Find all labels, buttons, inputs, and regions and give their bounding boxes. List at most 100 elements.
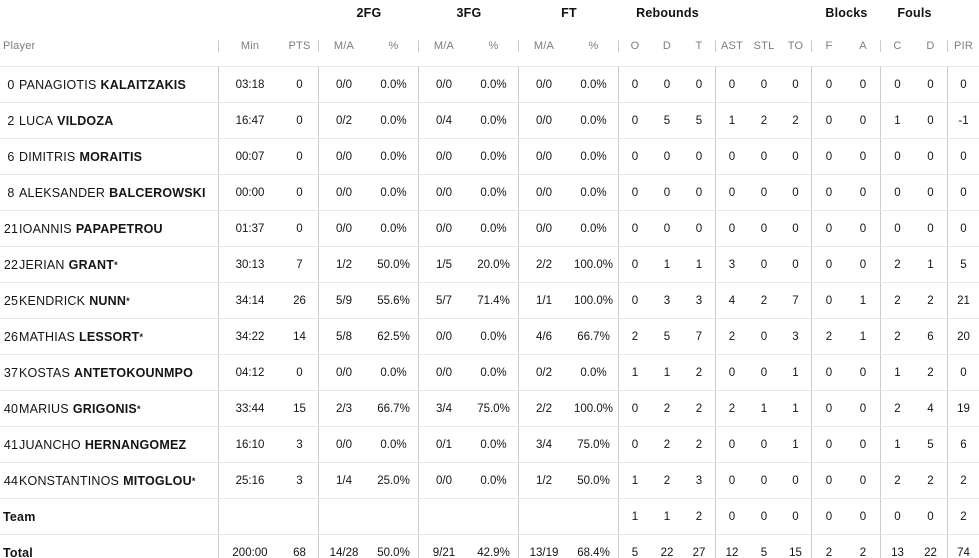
cell-foul-d: 0 [914, 211, 948, 246]
cell-reb-t: 3 [683, 283, 716, 318]
cell-ast: 2 [728, 330, 736, 343]
cell-blk-f: 0 [825, 222, 833, 235]
column-header-ft-ma: M/A [533, 40, 555, 52]
cell-fg2-pct: 50.0% [369, 535, 419, 558]
cell-reb-o: 0 [631, 186, 639, 199]
group-header-3fg: 3FG [456, 6, 482, 20]
cell-foul-d: 2 [914, 463, 948, 498]
cell-foul-d: 0 [914, 103, 948, 138]
cell-reb-o: 0 [631, 294, 639, 307]
cell-min: 03:18 [235, 78, 265, 91]
cell-to: 0 [780, 463, 812, 498]
column-header-stl: STL [753, 40, 775, 52]
jersey-number: 26 [3, 329, 19, 344]
cell-blk-a: 0 [846, 103, 881, 138]
cell-reb-t: 27 [683, 535, 716, 558]
player-name-cell[interactable]: 6 DIMITRIS MORAITIS [0, 139, 219, 174]
cell-ft-ma: 0/0 [536, 186, 552, 199]
player-first-name: JERIAN [19, 257, 65, 272]
cell-min: 04:12 [235, 366, 265, 379]
player-name-cell[interactable]: 26 MATHIAS LESSORT * [0, 319, 219, 354]
player-name-cell[interactable]: 40 MARIUS GRIGONIS * [0, 391, 219, 426]
cell-foul-d: 0 [914, 175, 948, 210]
player-name-cell[interactable]: 22 JERIAN GRANT * [0, 247, 219, 282]
cell-ast: 12 [725, 546, 739, 558]
cell-reb-o: 1 [631, 510, 639, 523]
cell-fg2-ma: 0/0 [336, 366, 352, 379]
player-name-cell[interactable]: 41 JUANCHO HERNANGOMEZ [0, 427, 219, 462]
team-label: Team [0, 499, 219, 534]
team-row: Team 1 1 2 0 0 0 0 0 0 0 2 [0, 499, 979, 535]
cell-stl: 1 [760, 402, 768, 415]
cell-fg3-pct: 0.0% [469, 355, 519, 390]
cell-fg3-pct: 42.9% [469, 535, 519, 558]
player-name-cell[interactable]: 44 KONSTANTINOS MITOGLOU * [0, 463, 219, 498]
cell-to: 3 [780, 319, 812, 354]
cell-pir: 19 [957, 402, 970, 415]
cell-pts: 26 [281, 283, 319, 318]
cell-stl: 0 [760, 510, 768, 523]
player-name-cell[interactable]: 8 ALEKSANDER BALCEROWSKI [0, 175, 219, 210]
cell-to: 0 [780, 175, 812, 210]
cell-blk-a: 0 [846, 499, 881, 534]
cell-fg2-pct: 0.0% [369, 427, 419, 462]
column-header-pts: PTS [281, 40, 319, 52]
column-header-foul-c: C [893, 40, 902, 52]
cell-to: 0 [780, 499, 812, 534]
jersey-number: 44 [3, 473, 19, 488]
player-last-name: MORAITIS [79, 149, 143, 164]
cell-reb-o: 5 [631, 546, 639, 558]
player-row: 44 KONSTANTINOS MITOGLOU * 25:16 3 1/4 25.0% 0/0… [0, 463, 979, 499]
cell-reb-t: 0 [683, 139, 716, 174]
player-name-cell[interactable]: 25 KENDRICK NUNN * [0, 283, 219, 318]
cell-reb-d: 0 [663, 222, 671, 235]
cell-pts [281, 499, 319, 534]
cell-foul-d: 22 [914, 535, 948, 558]
cell-ft-pct: 0.0% [569, 139, 619, 174]
player-row: 8 ALEKSANDER BALCEROWSKI 00:00 0 0/0 0.0% 0/0 0.… [0, 175, 979, 211]
player-name-cell[interactable]: 0 PANAGIOTIS KALAITZAKIS [0, 67, 219, 102]
group-header-rebounds: Rebounds [636, 6, 699, 20]
cell-ft-ma: 0/0 [536, 114, 552, 127]
cell-reb-o: 2 [631, 330, 639, 343]
cell-fg2-pct: 62.5% [369, 319, 419, 354]
cell-ft-ma: 2/2 [536, 258, 552, 271]
column-header-reb-o: O [630, 40, 640, 52]
player-name-cell[interactable]: 37 KOSTAS ANTETOKOUNMPO [0, 355, 219, 390]
cell-reb-t: 2 [683, 355, 716, 390]
cell-reb-o: 1 [631, 474, 639, 487]
cell-ft-pct: 0.0% [569, 211, 619, 246]
player-first-name: KOSTAS [19, 365, 70, 380]
cell-blk-f: 0 [825, 474, 833, 487]
cell-foul-d: 0 [914, 499, 948, 534]
cell-blk-a: 0 [846, 355, 881, 390]
cell-foul-c: 0 [894, 150, 901, 163]
player-row: 22 JERIAN GRANT * 30:13 7 1/2 50.0% 1/5 20.0% 2/2 1… [0, 247, 979, 283]
player-last-name: GRIGONIS [72, 401, 137, 416]
cell-ft-pct: 0.0% [569, 175, 619, 210]
cell-fg2-pct [369, 499, 419, 534]
cell-foul-d: 5 [914, 427, 948, 462]
group-header-ft: FT [561, 6, 577, 20]
cell-blk-f: 0 [825, 114, 833, 127]
cell-ft-ma: 0/0 [536, 78, 552, 91]
cell-fg3-ma: 0/0 [436, 222, 452, 235]
cell-blk-a: 0 [846, 139, 881, 174]
player-name-cell[interactable]: 21 IOANNIS PAPAPETROU [0, 211, 219, 246]
cell-foul-d: 6 [914, 319, 948, 354]
cell-fg2-ma: 0/0 [336, 186, 352, 199]
cell-foul-c: 0 [894, 510, 901, 523]
cell-reb-o: 0 [631, 78, 639, 91]
cell-reb-t: 0 [683, 175, 716, 210]
player-name-cell[interactable]: 2 LUCA VILDOZA [0, 103, 219, 138]
cell-ft-pct: 0.0% [569, 355, 619, 390]
cell-to: 0 [780, 247, 812, 282]
cell-fg3-pct: 71.4% [469, 283, 519, 318]
cell-ft-ma: 2/2 [536, 402, 552, 415]
cell-fg3-pct: 0.0% [469, 319, 519, 354]
cell-fg2-pct: 66.7% [369, 391, 419, 426]
cell-fg2-pct: 0.0% [369, 175, 419, 210]
jersey-number: 8 [7, 185, 15, 200]
column-header-pir: PIR [954, 40, 973, 52]
cell-to: 1 [780, 355, 812, 390]
